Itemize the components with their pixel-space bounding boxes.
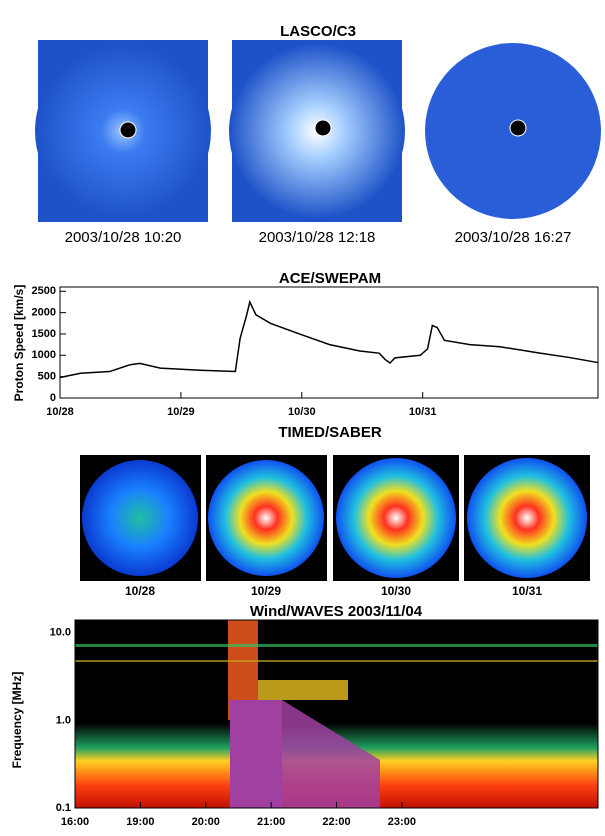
panel-title: ACE/SWEPAM (279, 270, 381, 287)
spectrogram-image (75, 620, 598, 808)
panel-title: TIMED/SABER (278, 424, 382, 441)
image-caption: 2003/10/28 16:27 (455, 229, 572, 246)
plot-frame (59, 286, 599, 399)
y-tick-label: 10.0 (50, 627, 71, 639)
x-tick-label: 16:00 (61, 816, 89, 828)
x-tick-label: 22:00 (322, 816, 350, 828)
y-axis-label: Frequency [MHz] (10, 672, 24, 769)
x-tick-label: 10/30 (288, 406, 316, 418)
y-axis-label: Proton Speed [km/s] (12, 285, 26, 402)
image-caption: 10/31 (512, 584, 542, 598)
lasco-images (35, 40, 601, 222)
x-tick-label: 10/28 (46, 406, 74, 418)
x-tick-label: 19:00 (126, 816, 154, 828)
x-tick-label: 23:00 (388, 816, 416, 828)
image-caption: 10/29 (251, 584, 281, 598)
image-caption: 2003/10/28 12:18 (259, 229, 376, 246)
image-caption: 10/28 (125, 584, 155, 598)
panel-title: Wind/WAVES 2003/11/04 (250, 603, 423, 620)
x-tick-label: 20:00 (192, 816, 220, 828)
panel-title: LASCO/C3 (280, 23, 356, 40)
y-tick-label: 1000 (32, 349, 56, 361)
x-tick-label: 10/31 (409, 406, 437, 418)
saber-images (80, 455, 590, 581)
image-caption: 10/30 (381, 584, 411, 598)
x-tick-label: 21:00 (257, 816, 285, 828)
y-tick-label: 2500 (32, 285, 56, 297)
y-tick-label: 500 (38, 371, 56, 383)
y-tick-label: 0.1 (56, 802, 71, 814)
x-tick-label: 10/29 (167, 406, 195, 418)
data-line (59, 299, 599, 379)
y-tick-label: 2000 (32, 307, 56, 319)
y-tick-label: 0 (50, 392, 56, 404)
image-caption: 2003/10/28 10:20 (65, 229, 182, 246)
y-tick-label: 1500 (32, 328, 56, 340)
y-tick-label: 1.0 (56, 714, 71, 726)
